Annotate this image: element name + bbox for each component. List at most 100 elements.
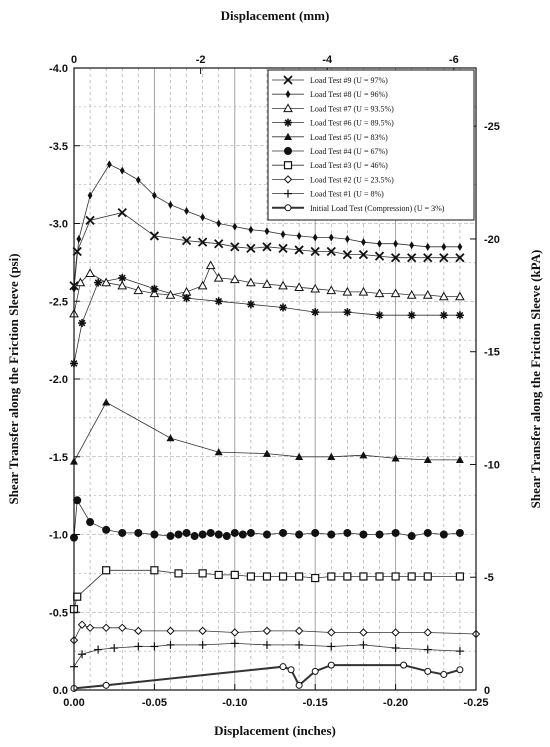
- series-4-point: [182, 294, 191, 303]
- series-1-point-stroke: [374, 251, 385, 261]
- series-5-point: [327, 452, 336, 460]
- series-6-point: [222, 532, 231, 541]
- legend-entry: Load Test #2 (U = 23.5%): [310, 175, 394, 184]
- series-4-point-stroke: [118, 274, 126, 282]
- legend-marker: [283, 175, 293, 184]
- series-1-point: [326, 246, 336, 257]
- series-1-point: [85, 215, 95, 226]
- series-4-point-stroke: [279, 304, 287, 311]
- series-7-point: [102, 566, 111, 575]
- y-axis-title: Shear Transfer along the Friction Sleeve…: [6, 253, 21, 504]
- series-1-point-stroke: [246, 243, 256, 254]
- series-9-point: [359, 640, 368, 649]
- legend: Load Test #9 (U = 97%) Load Test #8 (U = …: [267, 69, 475, 221]
- series-7-point: [423, 572, 432, 581]
- y-tick-label: -4.0: [49, 63, 68, 75]
- series-2-point: [409, 241, 415, 250]
- series-2-point: [87, 191, 93, 200]
- series-2-point: [457, 242, 463, 251]
- series-6-point: [375, 530, 384, 539]
- series-9-point: [94, 645, 103, 654]
- series-6-point: [391, 528, 400, 537]
- series-1-point-stroke: [181, 235, 192, 246]
- series-3-point: [117, 280, 128, 290]
- series-4-point: [246, 300, 255, 309]
- series-9-point: [198, 640, 207, 649]
- series-2-point: [280, 230, 286, 239]
- y-tick-label: -1.0: [49, 530, 68, 542]
- series-3-point: [101, 277, 112, 287]
- x-tick-label: -0.05: [142, 697, 167, 709]
- series-1-point-stroke: [423, 253, 433, 263]
- series-9-point: [150, 642, 159, 651]
- series-6-point: [102, 525, 111, 534]
- series-1-point: [358, 249, 369, 260]
- series-3-point: [85, 268, 95, 277]
- series-2-point: [393, 239, 398, 248]
- series-6-point: [311, 528, 320, 537]
- series-5-point: [423, 455, 432, 464]
- series-4-point: [279, 303, 288, 312]
- series-7-point: [375, 572, 384, 581]
- legend-entry: Load Test #7 (U = 93.5%): [310, 104, 394, 113]
- series-9-point: [327, 642, 336, 651]
- x-axis-title: Displacement (inches): [214, 723, 336, 738]
- series-1-point: [149, 231, 160, 241]
- y-tick-label: 0.0: [53, 685, 68, 697]
- legend-entry: Load Test #1 (U = 8%): [310, 190, 384, 199]
- series-2-point: [312, 233, 318, 242]
- series-2-point: [344, 235, 350, 244]
- legend-entry: Load Test #4 (U = 67%): [310, 147, 388, 156]
- series-7-point: [407, 572, 416, 581]
- series-3-point: [75, 277, 86, 287]
- series-8-line: [73, 624, 477, 641]
- series-1-point: [246, 243, 256, 254]
- series-3-point: [149, 288, 160, 298]
- y-tick-label: -0.5: [49, 607, 68, 619]
- legend-marker: [284, 132, 292, 140]
- series-10-point: [424, 667, 432, 675]
- x-tick-label: -0.25: [463, 697, 488, 709]
- series-5-point: [455, 455, 464, 464]
- series-8-point: [391, 628, 400, 637]
- series-1-point: [374, 251, 385, 261]
- top-tick-label: -4: [322, 54, 333, 66]
- series-5-point: [391, 454, 400, 462]
- series-1-point-stroke: [278, 243, 288, 254]
- series-6-point: [134, 528, 143, 537]
- series-1-point: [181, 235, 192, 246]
- series-10-point: [279, 663, 287, 671]
- right-axis-title: Shear Transfer along the Friction Sleeve…: [528, 250, 543, 509]
- series-1-point: [407, 253, 417, 263]
- series-3-point: [438, 291, 449, 301]
- series-1-point-stroke: [407, 253, 417, 263]
- series-2-point: [168, 200, 173, 209]
- legend-marker: [283, 103, 293, 113]
- series-3-point: [213, 272, 224, 282]
- series-4-point: [150, 284, 159, 293]
- series-3-point: [133, 285, 144, 295]
- series-7-point: [230, 570, 239, 580]
- series-2-point: [106, 160, 112, 169]
- series-7-point: [278, 572, 288, 581]
- series-8-point: [262, 626, 272, 636]
- series-8-point: [134, 626, 143, 636]
- series-1-point-stroke: [198, 237, 208, 247]
- series-8-point: [77, 620, 87, 629]
- series-3-point: [358, 286, 369, 296]
- series-1-point-stroke: [149, 231, 160, 241]
- series-3-point: [326, 285, 337, 295]
- legend-marker: [284, 189, 292, 198]
- series-8-point: [166, 626, 175, 636]
- series-4-point: [407, 311, 416, 320]
- x-tick-label: 0.00: [63, 697, 84, 709]
- legend-marker: [283, 161, 293, 170]
- series-7-point: [246, 572, 255, 581]
- y-tick-label: -2.0: [49, 374, 68, 386]
- series-10-point: [102, 681, 110, 689]
- legend-marker-stroke: [284, 119, 292, 126]
- series-3-point: [406, 290, 417, 299]
- legend-marker: [285, 90, 291, 99]
- y-tick-label: -3.5: [49, 141, 68, 153]
